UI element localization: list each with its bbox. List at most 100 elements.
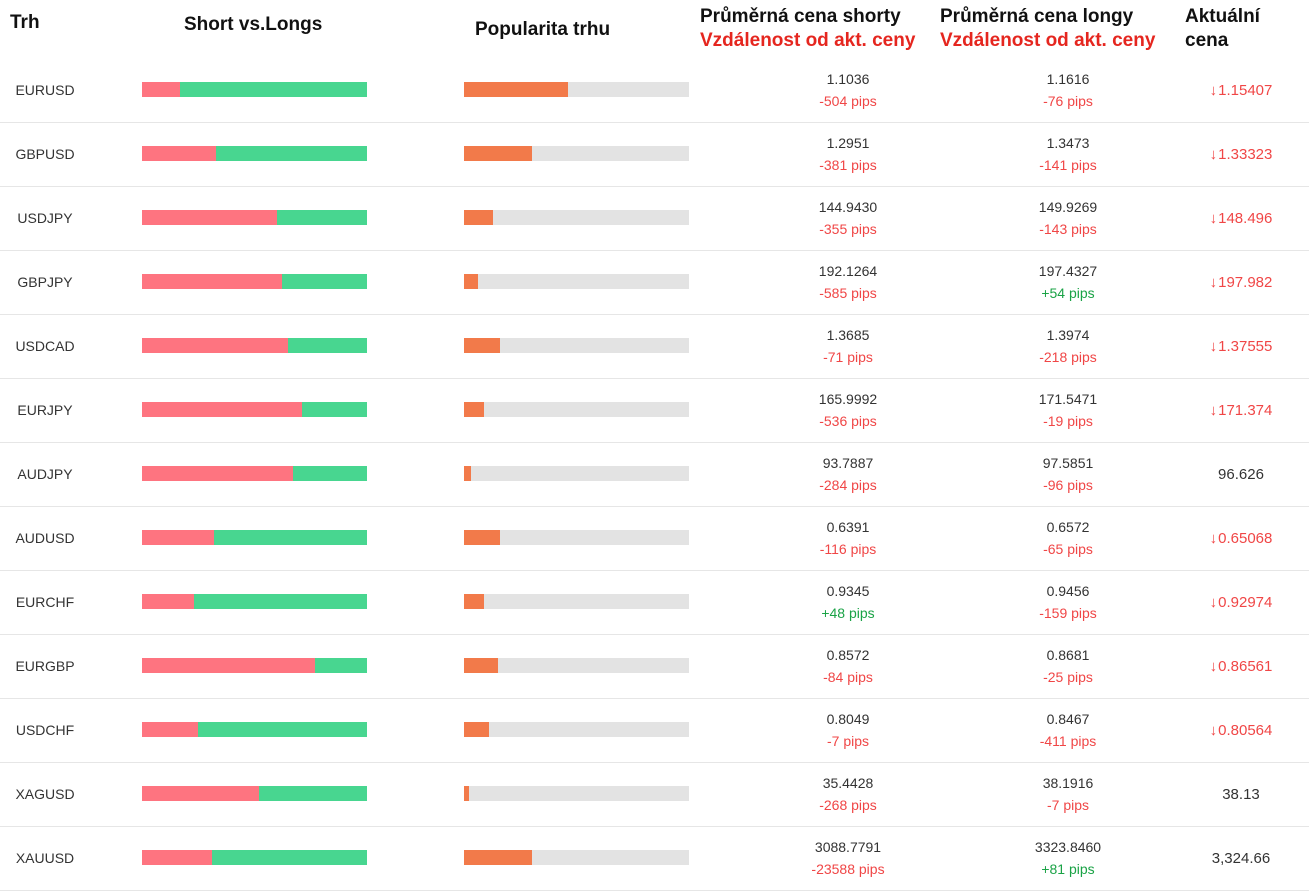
table-row[interactable]: XAUUSD 3088.7791 -23588 pips 3323.8460 +81 p… bbox=[0, 827, 1309, 891]
avg-long-price: 1.3974 bbox=[1046, 327, 1090, 343]
avg-long-cell: 1.3974 -218 pips bbox=[968, 324, 1168, 368]
popularity-bar bbox=[464, 82, 689, 97]
table-row[interactable]: EURJPY 165.9992 -536 pips 171.5471 -19 pips ↓… bbox=[0, 379, 1309, 443]
header-short-vs-longs: Short vs.Longs bbox=[184, 14, 323, 35]
avg-short-distance: -504 pips bbox=[819, 93, 877, 109]
avg-short-price: 1.2951 bbox=[826, 135, 870, 151]
avg-long-distance: -7 pips bbox=[1046, 797, 1090, 813]
short-vs-long-bar bbox=[142, 722, 367, 737]
header-avg-long-sub: Vzdálenost od akt. ceny bbox=[940, 30, 1156, 51]
short-ratio-fill bbox=[142, 786, 259, 801]
avg-long-price: 1.1616 bbox=[1046, 71, 1090, 87]
table-row[interactable]: USDJPY 144.9430 -355 pips 149.9269 -143 pips… bbox=[0, 187, 1309, 251]
avg-long-distance: +54 pips bbox=[1041, 285, 1095, 301]
current-price: ↓1.15407 bbox=[1181, 59, 1301, 122]
short-ratio-fill bbox=[142, 594, 194, 609]
market-symbol[interactable]: GBPUSD bbox=[15, 146, 75, 162]
arrow-down-icon: ↓ bbox=[1209, 210, 1218, 227]
table-row[interactable]: EURCHF 0.9345 +48 pips 0.9456 -159 pips ↓0.92… bbox=[0, 571, 1309, 635]
popularity-bar bbox=[464, 786, 689, 801]
table-row[interactable]: AUDJPY 93.7887 -284 pips 97.5851 -96 pips 96.… bbox=[0, 443, 1309, 507]
header-avg-long: Průměrná cena longy Vzdálenost od akt. c… bbox=[940, 5, 1155, 53]
avg-short-distance: -284 pips bbox=[819, 477, 877, 493]
header-avg-short: Průměrná cena shorty Vzdálenost od akt. … bbox=[700, 5, 915, 53]
avg-short-cell: 35.4428 -268 pips bbox=[748, 772, 948, 816]
avg-short-price: 0.6391 bbox=[826, 519, 870, 535]
current-price: 96.626 bbox=[1181, 443, 1301, 506]
table-row[interactable]: AUDUSD 0.6391 -116 pips 0.6572 -65 pips ↓0.65… bbox=[0, 507, 1309, 571]
market-symbol[interactable]: EURGBP bbox=[15, 658, 75, 674]
avg-long-cell: 149.9269 -143 pips bbox=[968, 196, 1168, 240]
avg-long-price: 0.8681 bbox=[1046, 647, 1090, 663]
avg-short-cell: 165.9992 -536 pips bbox=[748, 388, 948, 432]
avg-long-price: 171.5471 bbox=[1038, 391, 1098, 407]
avg-short-price: 0.8049 bbox=[826, 711, 870, 727]
market-symbol[interactable]: GBPJPY bbox=[17, 274, 73, 290]
avg-long-price: 97.5851 bbox=[1042, 455, 1094, 471]
avg-short-distance: -268 pips bbox=[819, 797, 877, 813]
avg-short-cell: 0.8572 -84 pips bbox=[748, 644, 948, 688]
avg-short-price: 35.4428 bbox=[822, 775, 874, 791]
popularity-fill bbox=[464, 338, 500, 353]
short-vs-long-bar bbox=[142, 210, 367, 225]
short-ratio-fill bbox=[142, 850, 212, 865]
table-row[interactable]: GBPJPY 192.1264 -585 pips 197.4327 +54 pips ↓… bbox=[0, 251, 1309, 315]
table-row[interactable]: USDCAD 1.3685 -71 pips 1.3974 -218 pips ↓1.37… bbox=[0, 315, 1309, 379]
arrow-down-icon: ↓ bbox=[1209, 82, 1218, 99]
popularity-fill bbox=[464, 658, 498, 673]
short-ratio-fill bbox=[142, 530, 214, 545]
table-row[interactable]: EURGBP 0.8572 -84 pips 0.8681 -25 pips ↓0.865… bbox=[0, 635, 1309, 699]
table-row[interactable]: EURUSD 1.1036 -504 pips 1.1616 -76 pips ↓1.15… bbox=[0, 59, 1309, 123]
table-row[interactable]: XAGUSD 35.4428 -268 pips 38.1916 -7 pips 38.1… bbox=[0, 763, 1309, 827]
avg-long-cell: 0.6572 -65 pips bbox=[968, 516, 1168, 560]
current-price-value: 197.982 bbox=[1218, 274, 1273, 291]
arrow-down-icon: ↓ bbox=[1209, 530, 1218, 547]
avg-short-distance: +48 pips bbox=[821, 605, 875, 621]
table-row[interactable]: GBPUSD 1.2951 -381 pips 1.3473 -141 pips ↓1.3… bbox=[0, 123, 1309, 187]
header-avg-long-title: Průměrná cena longy bbox=[940, 6, 1134, 27]
current-price: ↓0.65068 bbox=[1181, 507, 1301, 570]
market-symbol[interactable]: USDCAD bbox=[15, 338, 75, 354]
current-price-value: 1.33323 bbox=[1218, 146, 1273, 163]
avg-short-cell: 3088.7791 -23588 pips bbox=[748, 836, 948, 880]
current-price: ↓171.374 bbox=[1181, 379, 1301, 442]
market-symbol[interactable]: EURJPY bbox=[17, 402, 73, 418]
avg-short-cell: 1.3685 -71 pips bbox=[748, 324, 948, 368]
arrow-down-icon: ↓ bbox=[1209, 338, 1218, 355]
table-row[interactable]: USDCHF 0.8049 -7 pips 0.8467 -411 pips ↓0.805… bbox=[0, 699, 1309, 763]
current-price: ↓0.80564 bbox=[1181, 699, 1301, 762]
avg-short-distance: -84 pips bbox=[823, 669, 873, 685]
market-symbol[interactable]: EURUSD bbox=[15, 82, 75, 98]
market-symbol[interactable]: AUDUSD bbox=[15, 530, 75, 546]
short-vs-long-bar bbox=[142, 338, 367, 353]
short-ratio-fill bbox=[142, 210, 277, 225]
avg-short-cell: 0.8049 -7 pips bbox=[748, 708, 948, 752]
market-symbol[interactable]: XAUUSD bbox=[15, 850, 75, 866]
avg-long-cell: 1.3473 -141 pips bbox=[968, 132, 1168, 176]
avg-short-cell: 1.1036 -504 pips bbox=[748, 68, 948, 112]
current-price: 38.13 bbox=[1181, 763, 1301, 826]
market-symbol[interactable]: USDJPY bbox=[17, 210, 73, 226]
header-current-line2: cena bbox=[1185, 30, 1229, 51]
short-vs-long-bar bbox=[142, 530, 367, 545]
short-ratio-fill bbox=[142, 658, 316, 673]
popularity-bar bbox=[464, 722, 689, 737]
market-symbol[interactable]: AUDJPY bbox=[17, 466, 73, 482]
market-symbol[interactable]: USDCHF bbox=[15, 722, 75, 738]
market-symbol[interactable]: XAGUSD bbox=[15, 786, 75, 802]
current-price: ↓1.33323 bbox=[1181, 123, 1301, 186]
header-current-price: Aktuální cena bbox=[1185, 5, 1260, 53]
avg-short-cell: 0.9345 +48 pips bbox=[748, 580, 948, 624]
avg-short-price: 165.9992 bbox=[818, 391, 878, 407]
avg-short-price: 0.8572 bbox=[826, 647, 870, 663]
avg-short-price: 144.9430 bbox=[818, 199, 878, 215]
market-symbol[interactable]: EURCHF bbox=[15, 594, 75, 610]
avg-long-distance: -141 pips bbox=[1039, 157, 1097, 173]
avg-long-cell: 0.8681 -25 pips bbox=[968, 644, 1168, 688]
current-price-value: 0.80564 bbox=[1218, 722, 1273, 739]
avg-short-distance: -116 pips bbox=[819, 541, 877, 557]
avg-long-distance: -19 pips bbox=[1043, 413, 1093, 429]
avg-short-price: 0.9345 bbox=[826, 583, 870, 599]
short-vs-long-bar bbox=[142, 274, 367, 289]
arrow-down-icon: ↓ bbox=[1209, 274, 1218, 291]
